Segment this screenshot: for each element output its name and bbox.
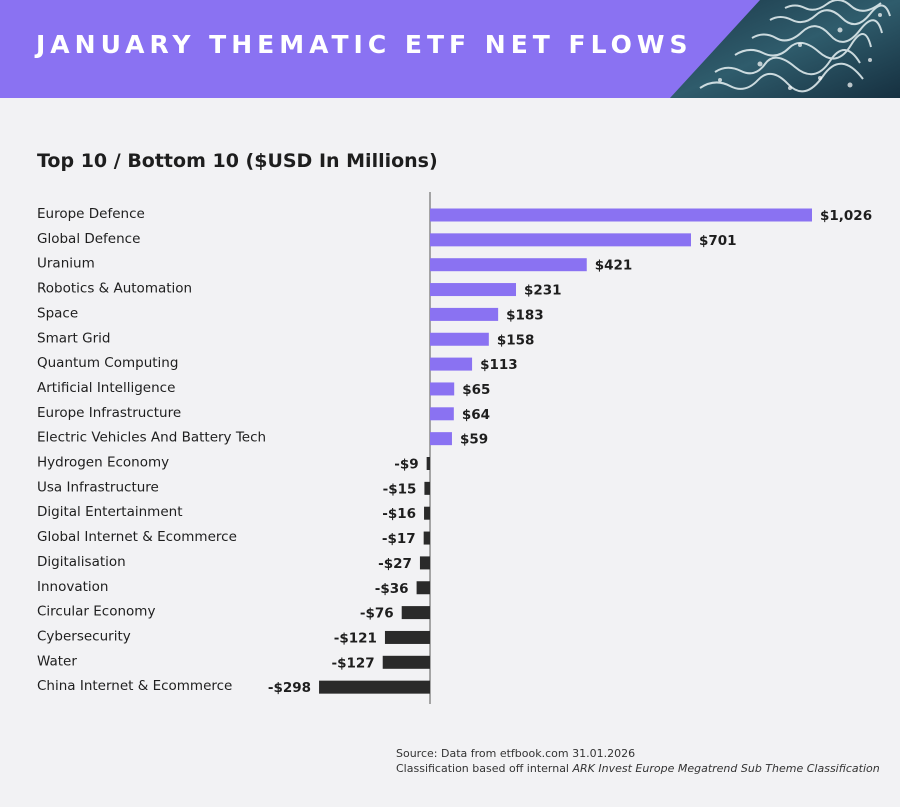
category-label: Space bbox=[37, 305, 78, 321]
value-label: $701 bbox=[699, 233, 737, 249]
category-label: Smart Grid bbox=[37, 330, 110, 346]
source-line: Source: Data from etfbook.com 31.01.2026 bbox=[396, 747, 636, 760]
value-label: -$27 bbox=[378, 556, 412, 572]
category-label: Digitalisation bbox=[37, 554, 126, 570]
value-label: $1,026 bbox=[820, 208, 872, 224]
value-label: -$121 bbox=[334, 630, 377, 646]
category-label: Innovation bbox=[37, 579, 108, 595]
bar bbox=[430, 357, 473, 371]
value-label: -$16 bbox=[382, 506, 416, 522]
category-label: Electric Vehicles And Battery Tech bbox=[37, 430, 266, 446]
bar bbox=[424, 481, 430, 495]
category-label: Digital Entertainment bbox=[37, 504, 183, 520]
category-label: Global Defence bbox=[37, 231, 140, 247]
value-label: $158 bbox=[497, 332, 535, 348]
category-label: China Internet & Ecommerce bbox=[37, 678, 232, 694]
page-title: JANUARY THEMATIC ETF NET FLOWS bbox=[36, 30, 693, 59]
bar bbox=[430, 208, 812, 222]
bar bbox=[419, 556, 430, 570]
value-label: -$17 bbox=[382, 531, 416, 547]
bar bbox=[426, 457, 430, 470]
category-label: Usa Infrastructure bbox=[37, 479, 159, 495]
value-label: -$9 bbox=[394, 457, 418, 473]
source-note: Source: Data from etfbook.com 31.01.2026… bbox=[396, 746, 880, 776]
value-label: -$15 bbox=[383, 481, 417, 497]
bar bbox=[430, 283, 517, 297]
value-label: $183 bbox=[506, 307, 544, 323]
value-label: $64 bbox=[462, 407, 490, 423]
category-label: Quantum Computing bbox=[37, 355, 178, 371]
classification-prefix: Classification based off internal bbox=[396, 762, 573, 775]
value-label: $421 bbox=[595, 258, 633, 274]
category-label: Cybersecurity bbox=[37, 628, 131, 644]
value-label: $65 bbox=[462, 382, 490, 398]
category-label: Circular Economy bbox=[37, 604, 155, 620]
value-label: $59 bbox=[460, 432, 488, 448]
value-label: -$127 bbox=[332, 655, 375, 671]
bar bbox=[319, 680, 430, 694]
bar bbox=[430, 382, 455, 396]
value-label: -$76 bbox=[360, 606, 394, 622]
header-banner: JANUARY THEMATIC ETF NET FLOWS bbox=[0, 0, 900, 98]
bar bbox=[430, 233, 691, 247]
bar bbox=[384, 630, 430, 644]
bar bbox=[424, 506, 430, 520]
bar bbox=[430, 258, 587, 272]
value-label: $231 bbox=[524, 283, 562, 299]
classification-emphasis: ARK Invest Europe Megatrend Sub Theme Cl… bbox=[572, 762, 880, 775]
category-label: Water bbox=[37, 653, 77, 669]
bar bbox=[401, 606, 430, 620]
category-label: Robotics & Automation bbox=[37, 281, 192, 297]
category-label: Europe Defence bbox=[37, 206, 145, 222]
category-label: Uranium bbox=[37, 256, 95, 272]
bar bbox=[430, 332, 489, 346]
category-label: Hydrogen Economy bbox=[37, 455, 169, 471]
category-label: Europe Infrastructure bbox=[37, 405, 181, 421]
value-label: $113 bbox=[480, 357, 518, 373]
category-label: Artificial Intelligence bbox=[37, 380, 175, 396]
ocean-wave-image bbox=[670, 0, 900, 98]
value-label: -$298 bbox=[268, 680, 311, 696]
bar bbox=[423, 531, 430, 545]
value-label: -$36 bbox=[375, 581, 409, 597]
bar bbox=[430, 432, 452, 446]
chart-title: Top 10 / Bottom 10 ($USD In Millions) bbox=[37, 150, 438, 172]
bar bbox=[430, 307, 499, 321]
bar bbox=[382, 655, 430, 669]
classification-line: Classification based off internal ARK In… bbox=[396, 761, 880, 776]
category-label: Global Internet & Ecommerce bbox=[37, 529, 237, 545]
bar bbox=[416, 581, 430, 595]
bar bbox=[430, 407, 454, 421]
